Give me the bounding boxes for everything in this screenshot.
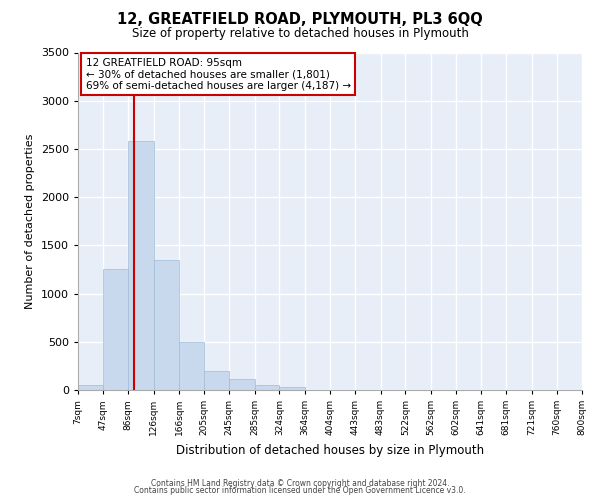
Text: Size of property relative to detached houses in Plymouth: Size of property relative to detached ho… [131,28,469,40]
Y-axis label: Number of detached properties: Number of detached properties [25,134,35,309]
Bar [78,385,103,390]
Bar [229,380,254,390]
Bar [103,270,128,390]
Text: Contains public sector information licensed under the Open Government Licence v3: Contains public sector information licen… [134,486,466,495]
Bar [280,387,305,390]
X-axis label: Distribution of detached houses by size in Plymouth: Distribution of detached houses by size … [176,444,484,456]
Bar [154,260,179,390]
Text: 12 GREATFIELD ROAD: 95sqm
← 30% of detached houses are smaller (1,801)
69% of se: 12 GREATFIELD ROAD: 95sqm ← 30% of detac… [86,58,350,91]
Bar [254,385,280,390]
Text: Contains HM Land Registry data © Crown copyright and database right 2024.: Contains HM Land Registry data © Crown c… [151,478,449,488]
Bar [204,370,229,390]
Bar [128,141,154,390]
Bar [179,342,204,390]
Text: 12, GREATFIELD ROAD, PLYMOUTH, PL3 6QQ: 12, GREATFIELD ROAD, PLYMOUTH, PL3 6QQ [117,12,483,28]
